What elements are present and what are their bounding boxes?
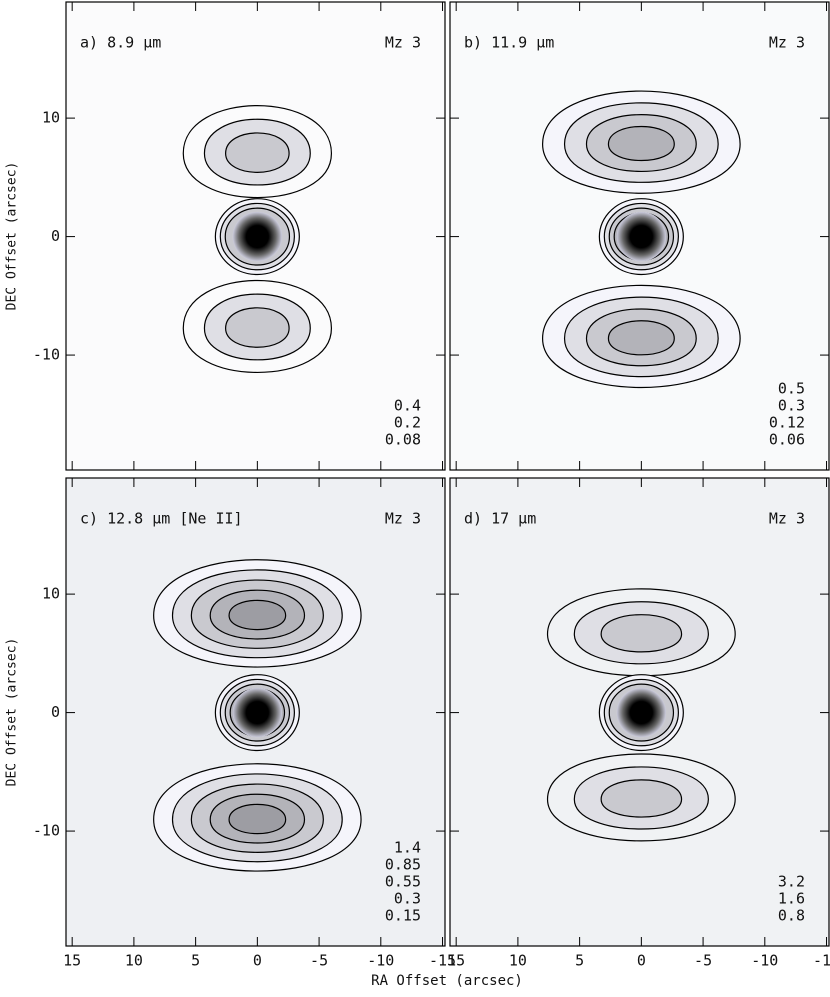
x-tick-label: -10 <box>367 952 394 970</box>
contour-level: 0.15 <box>385 907 421 925</box>
x-tick-label: 0 <box>253 952 262 970</box>
contour-level: 3.2 <box>778 873 805 891</box>
panel-frame <box>65 1 446 471</box>
contour-lobe <box>600 779 683 818</box>
contour-level: 0.85 <box>385 856 421 874</box>
y-tick-label: -10 <box>33 346 60 364</box>
y-axis-label: DEC Offset (arcsec) <box>5 638 20 787</box>
contour-lobe <box>600 614 683 653</box>
object-label: Mz 3 <box>385 34 421 52</box>
nebula <box>541 90 741 389</box>
object-label: Mz 3 <box>385 510 421 528</box>
x-tick-label: 0 <box>637 952 646 970</box>
contour-level: 0.8 <box>778 907 805 925</box>
x-tick-label: 10 <box>509 952 527 970</box>
panel-title: b) 11.9 μm <box>464 34 554 52</box>
contour-level: 1.4 <box>394 839 421 857</box>
x-tick-label: -15 <box>429 952 456 970</box>
x-tick-label: 15 <box>447 952 465 970</box>
contour-level: 1.6 <box>778 890 805 908</box>
contour-level: 0.55 <box>385 873 421 891</box>
contour-level: 0.2 <box>394 414 421 432</box>
x-tick-label: -5 <box>310 952 328 970</box>
contour-level: 0.5 <box>778 380 805 398</box>
object-label: Mz 3 <box>769 510 805 528</box>
x-tick-label: 10 <box>125 952 143 970</box>
contour-lobe <box>228 803 287 835</box>
contour-lobe <box>607 320 675 356</box>
contour-level: 0.06 <box>769 431 805 449</box>
panel-frame <box>449 1 830 471</box>
contour-lobe <box>182 105 333 199</box>
panel-title: d) 17 μm <box>464 510 536 528</box>
contour-lobe <box>607 126 675 161</box>
y-tick-label: 0 <box>51 703 60 721</box>
x-tick-label: 5 <box>575 952 584 970</box>
contour-lobe <box>546 588 736 677</box>
bright-core <box>616 211 667 262</box>
contour-level: 0.12 <box>769 414 805 432</box>
bright-core <box>232 211 283 262</box>
contour-lobe <box>228 599 287 631</box>
x-tick-label: 15 <box>63 952 81 970</box>
nebula <box>546 588 736 842</box>
y-tick-label: -10 <box>33 822 60 840</box>
panel-frame <box>65 477 446 947</box>
panel-title: a) 8.9 μm <box>80 34 161 52</box>
nebula <box>153 559 362 872</box>
y-tick-label: 0 <box>51 227 60 245</box>
x-tick-label: -5 <box>694 952 712 970</box>
y-axis-label: DEC Offset (arcsec) <box>5 162 20 311</box>
x-tick-label: -15 <box>813 952 830 970</box>
contour-lobe <box>546 753 736 842</box>
contour-level: 0.3 <box>394 890 421 908</box>
contour-lobe <box>225 307 290 348</box>
y-tick-label: 10 <box>42 585 60 603</box>
contour-level: 0.4 <box>394 397 421 415</box>
x-axis-label: RA Offset (arcsec) <box>371 973 523 989</box>
object-label: Mz 3 <box>769 34 805 52</box>
panel-frame <box>449 477 830 947</box>
x-tick-label: -10 <box>751 952 778 970</box>
nebula <box>182 105 333 373</box>
contour-lobe <box>182 280 333 373</box>
x-tick-label: 5 <box>191 952 200 970</box>
contour-lobe <box>225 132 290 173</box>
contour-level: 0.3 <box>778 397 805 415</box>
bright-core <box>232 687 283 738</box>
contour-level: 0.08 <box>385 431 421 449</box>
y-tick-label: 10 <box>42 109 60 127</box>
panel-title: c) 12.8 μm [Ne II] <box>80 510 243 528</box>
bright-core <box>616 687 667 738</box>
